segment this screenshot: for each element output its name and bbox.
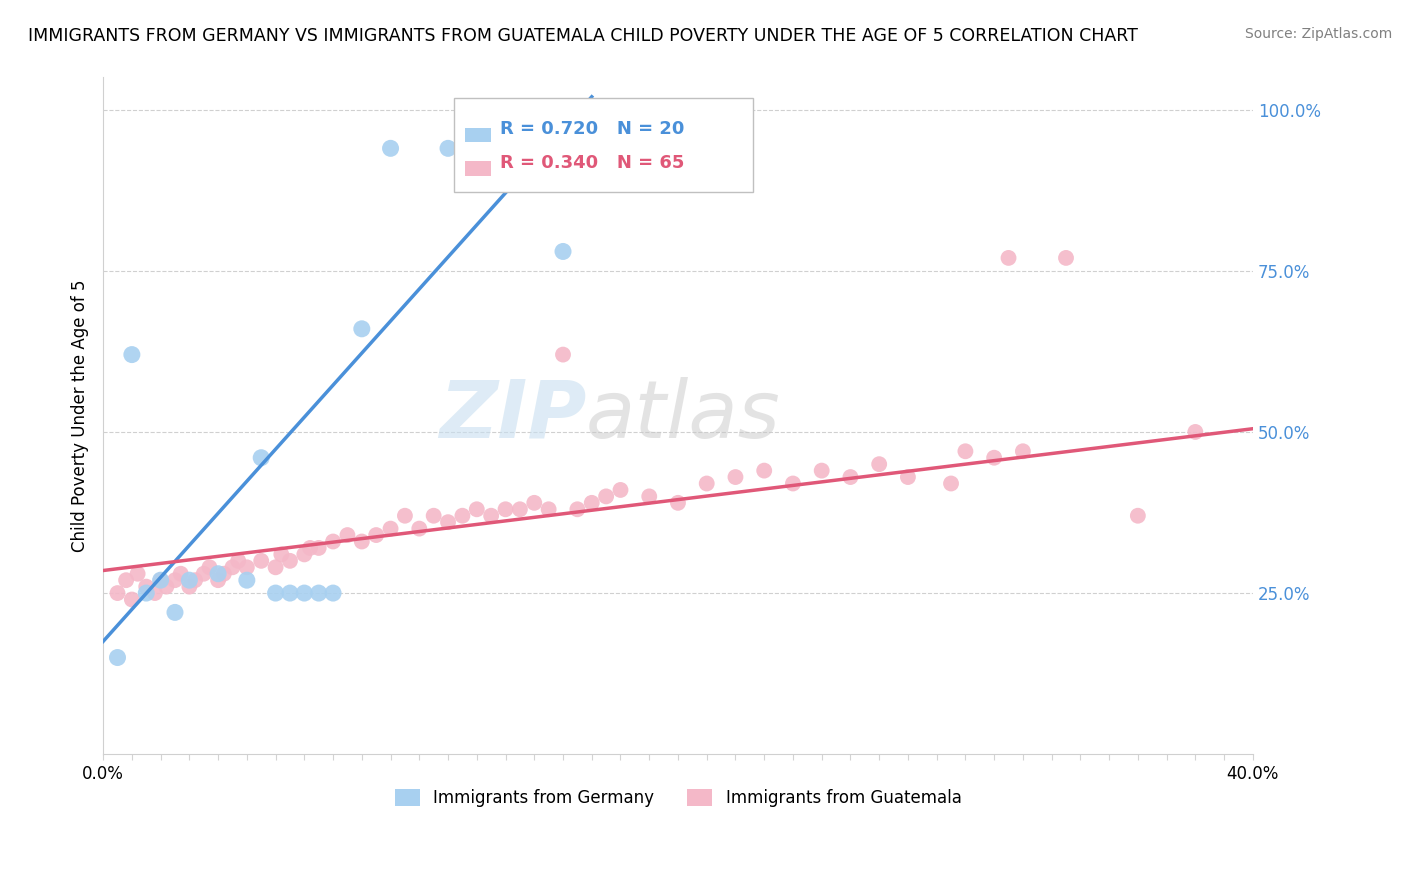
Point: [207, 573, 229, 587]
Point: [537, 502, 560, 516]
Point: [581, 496, 603, 510]
Point: [107, 586, 129, 600]
Point: [1054, 251, 1077, 265]
Point: [609, 483, 631, 497]
Point: [278, 586, 301, 600]
Point: [221, 560, 243, 574]
Point: [250, 450, 273, 465]
Point: [292, 548, 315, 562]
Point: [121, 348, 143, 362]
Point: [179, 580, 201, 594]
Point: [595, 489, 617, 503]
Text: Source: ZipAtlas.com: Source: ZipAtlas.com: [1244, 27, 1392, 41]
Point: [868, 457, 890, 471]
Point: [264, 586, 287, 600]
Point: [754, 464, 776, 478]
Point: [437, 141, 460, 155]
Point: [1126, 508, 1149, 523]
Point: [551, 244, 574, 259]
Point: [567, 502, 589, 516]
Point: [163, 573, 186, 587]
Point: [465, 502, 488, 516]
Point: [509, 122, 531, 136]
Point: [495, 502, 517, 516]
Point: [170, 566, 193, 581]
Point: [278, 554, 301, 568]
Point: [408, 522, 430, 536]
Point: [143, 586, 166, 600]
Point: [782, 476, 804, 491]
Point: [422, 508, 444, 523]
Point: [135, 586, 157, 600]
Point: [366, 528, 388, 542]
Point: [955, 444, 977, 458]
Point: [322, 534, 344, 549]
Point: [127, 566, 149, 581]
Point: [939, 476, 962, 491]
Point: [226, 554, 249, 568]
Point: [437, 515, 460, 529]
Point: [155, 580, 177, 594]
Point: [810, 464, 832, 478]
Point: [1012, 444, 1035, 458]
Point: [696, 476, 718, 491]
Point: [997, 251, 1019, 265]
Point: [115, 573, 138, 587]
Point: [897, 470, 920, 484]
Point: [523, 496, 546, 510]
Point: [394, 508, 416, 523]
Point: [198, 560, 221, 574]
Point: [308, 586, 330, 600]
Point: [121, 592, 143, 607]
Point: [551, 348, 574, 362]
Point: [236, 560, 259, 574]
Point: [135, 580, 157, 594]
Point: [250, 554, 273, 568]
Point: [163, 606, 186, 620]
Point: [212, 566, 235, 581]
Point: [236, 573, 259, 587]
Point: [292, 586, 315, 600]
Point: [149, 573, 172, 587]
Legend: Immigrants from Germany, Immigrants from Guatemala: Immigrants from Germany, Immigrants from…: [388, 782, 969, 814]
Point: [336, 528, 359, 542]
Text: atlas: atlas: [586, 376, 780, 455]
Point: [724, 470, 747, 484]
Point: [322, 586, 344, 600]
Point: [107, 650, 129, 665]
Point: [666, 496, 689, 510]
Point: [380, 141, 402, 155]
Point: [149, 573, 172, 587]
Point: [179, 573, 201, 587]
Text: IMMIGRANTS FROM GERMANY VS IMMIGRANTS FROM GUATEMALA CHILD POVERTY UNDER THE AGE: IMMIGRANTS FROM GERMANY VS IMMIGRANTS FR…: [28, 27, 1137, 45]
Text: R = 0.720   N = 20: R = 0.720 N = 20: [499, 120, 685, 138]
Point: [537, 122, 560, 136]
Point: [270, 548, 292, 562]
FancyBboxPatch shape: [465, 161, 491, 177]
Point: [207, 566, 229, 581]
Point: [1184, 425, 1206, 439]
Point: [479, 508, 502, 523]
Point: [193, 566, 215, 581]
FancyBboxPatch shape: [465, 128, 491, 143]
Point: [350, 534, 373, 549]
Point: [380, 522, 402, 536]
Point: [638, 489, 661, 503]
Y-axis label: Child Poverty Under the Age of 5: Child Poverty Under the Age of 5: [72, 279, 89, 552]
Point: [839, 470, 862, 484]
Point: [509, 502, 531, 516]
Point: [184, 573, 207, 587]
FancyBboxPatch shape: [454, 98, 752, 193]
Point: [451, 508, 474, 523]
Point: [983, 450, 1005, 465]
Text: ZIP: ZIP: [439, 376, 586, 455]
Text: R = 0.340   N = 65: R = 0.340 N = 65: [499, 153, 685, 172]
Point: [350, 322, 373, 336]
Point: [308, 541, 330, 555]
Point: [264, 560, 287, 574]
Point: [299, 541, 322, 555]
